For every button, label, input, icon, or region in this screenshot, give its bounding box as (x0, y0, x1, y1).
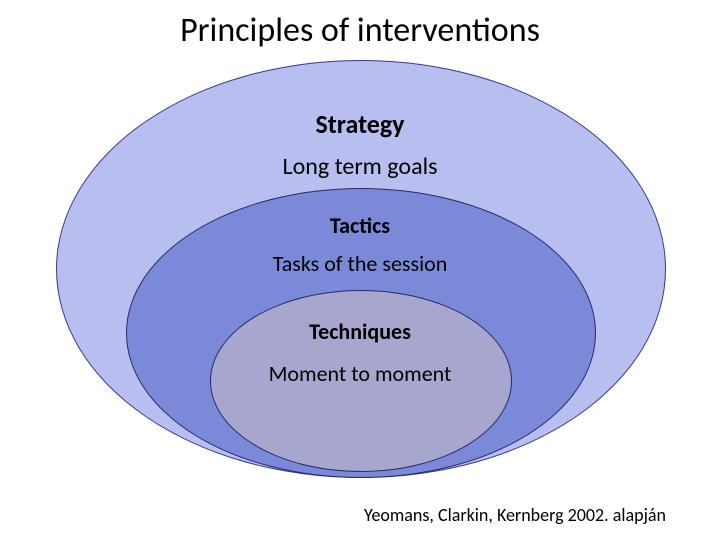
ellipse-tactics-heading: Tactics (0, 212, 720, 239)
page-title: Principles of interventions (0, 10, 720, 51)
ellipse-strategy-heading: Strategy (0, 108, 720, 140)
ellipse-techniques-subheading: Moment to moment (0, 360, 720, 387)
citation-text: Yeomans, Clarkin, Kernberg 2002. alapján (364, 504, 666, 526)
ellipse-tactics-subheading: Tasks of the session (0, 250, 720, 277)
ellipse-strategy-subheading: Long term goals (0, 152, 720, 181)
ellipse-techniques-heading: Techniques (0, 318, 720, 345)
